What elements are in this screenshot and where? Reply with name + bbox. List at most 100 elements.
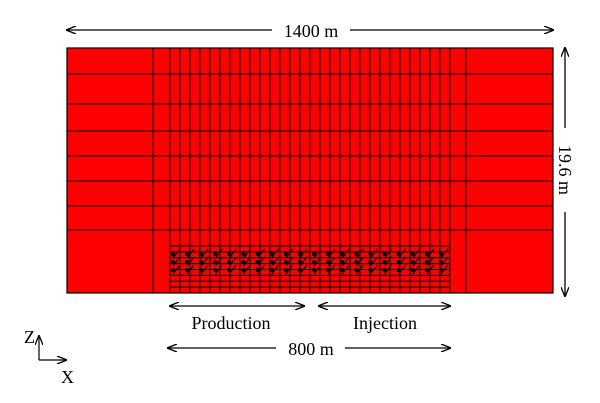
well-marker (214, 256, 223, 267)
well-marker (412, 256, 421, 267)
well-marker-dot (340, 260, 345, 264)
well-marker (398, 256, 407, 267)
well-marker (384, 264, 393, 275)
well-marker-dot (382, 260, 387, 264)
z-axis-label: Z (24, 327, 35, 347)
well-marker-dot (297, 260, 302, 264)
well-marker-dot (199, 260, 204, 264)
well-marker-dot (326, 252, 331, 256)
well-marker (355, 248, 364, 259)
well-marker (172, 248, 181, 259)
well-marker (172, 264, 181, 275)
well-marker (299, 264, 308, 275)
production-dimension: Production (170, 306, 304, 333)
well-marker-dot (424, 252, 429, 256)
well-marker (243, 264, 251, 275)
well-marker-dot (340, 252, 345, 256)
well-marker-dot (171, 252, 175, 256)
well-marker (398, 248, 407, 259)
total-width-dimension: 1400 m (67, 21, 553, 41)
well-marker (186, 256, 195, 267)
x-axis-label: X (61, 367, 74, 387)
well-markers (171, 248, 449, 275)
well-marker (398, 264, 407, 275)
well-marker (200, 264, 209, 275)
well-marker-dot (269, 260, 274, 264)
well-marker (299, 248, 308, 259)
well-marker-dot (213, 252, 218, 256)
well-marker-dot (410, 268, 415, 272)
well-marker-dot (241, 260, 246, 264)
refined-width-dimension: 800 m (168, 339, 450, 359)
well-marker (327, 264, 336, 275)
reservoir-block-border (66, 47, 554, 294)
well-marker (327, 248, 336, 259)
well-marker-dot (283, 260, 288, 264)
well-marker-dot (199, 252, 204, 256)
well-marker-dot (297, 268, 302, 272)
well-marker-dot (340, 268, 345, 272)
well-marker (384, 248, 393, 259)
well-marker-dot (283, 252, 288, 256)
well-marker-dot (354, 260, 359, 264)
well-marker-dot (396, 260, 401, 264)
well-marker-dot (368, 268, 373, 272)
injection-label: Injection (353, 313, 417, 333)
well-marker-dot (439, 260, 443, 264)
well-marker (299, 256, 308, 267)
well-marker (313, 264, 322, 275)
grid-lines (67, 48, 553, 294)
well-marker (426, 264, 435, 275)
well-marker-dot (396, 268, 401, 272)
thickness-dimension: 19.6 m (555, 48, 575, 296)
well-marker-dot (326, 268, 331, 272)
well-marker (440, 248, 449, 259)
well-marker (271, 264, 280, 275)
well-marker-dot (424, 260, 429, 264)
thickness-label: 19.6 m (555, 145, 575, 195)
well-marker (228, 264, 237, 275)
reservoir-block (66, 47, 554, 294)
well-marker-dot (241, 268, 246, 272)
well-marker-dot (185, 260, 190, 264)
well-marker (186, 248, 195, 259)
well-marker-dot (354, 268, 359, 272)
well-marker (228, 256, 237, 267)
well-marker (426, 256, 435, 267)
well-marker (370, 264, 378, 275)
well-marker-dot (255, 268, 260, 272)
well-marker-dot (255, 252, 260, 256)
well-marker (370, 256, 378, 267)
well-marker-dot (269, 252, 274, 256)
well-marker (341, 256, 350, 267)
well-marker (355, 264, 364, 275)
well-marker (271, 248, 280, 259)
well-marker-dot (354, 252, 359, 256)
well-marker-dot (382, 252, 387, 256)
well-marker-dot (227, 252, 232, 256)
well-marker (257, 248, 266, 259)
well-marker-dot (241, 252, 246, 256)
well-marker (257, 264, 266, 275)
well-marker (370, 248, 378, 259)
well-marker (285, 264, 294, 275)
well-marker-dot (312, 252, 317, 256)
well-marker-dot (312, 268, 317, 272)
well-marker (243, 256, 251, 267)
well-marker (355, 256, 364, 267)
well-marker-dot (368, 252, 373, 256)
well-marker (200, 256, 209, 267)
well-marker (327, 256, 336, 267)
well-marker (341, 264, 350, 275)
well-marker-dot (396, 252, 401, 256)
well-marker-dot (199, 268, 204, 272)
well-marker-dot (171, 260, 175, 264)
well-marker-dot (439, 252, 443, 256)
well-marker-dot (255, 260, 260, 264)
well-marker (440, 256, 449, 267)
total-width-label: 1400 m (284, 21, 339, 41)
well-marker (186, 264, 195, 275)
well-marker-dot (269, 268, 274, 272)
well-marker-dot (410, 252, 415, 256)
